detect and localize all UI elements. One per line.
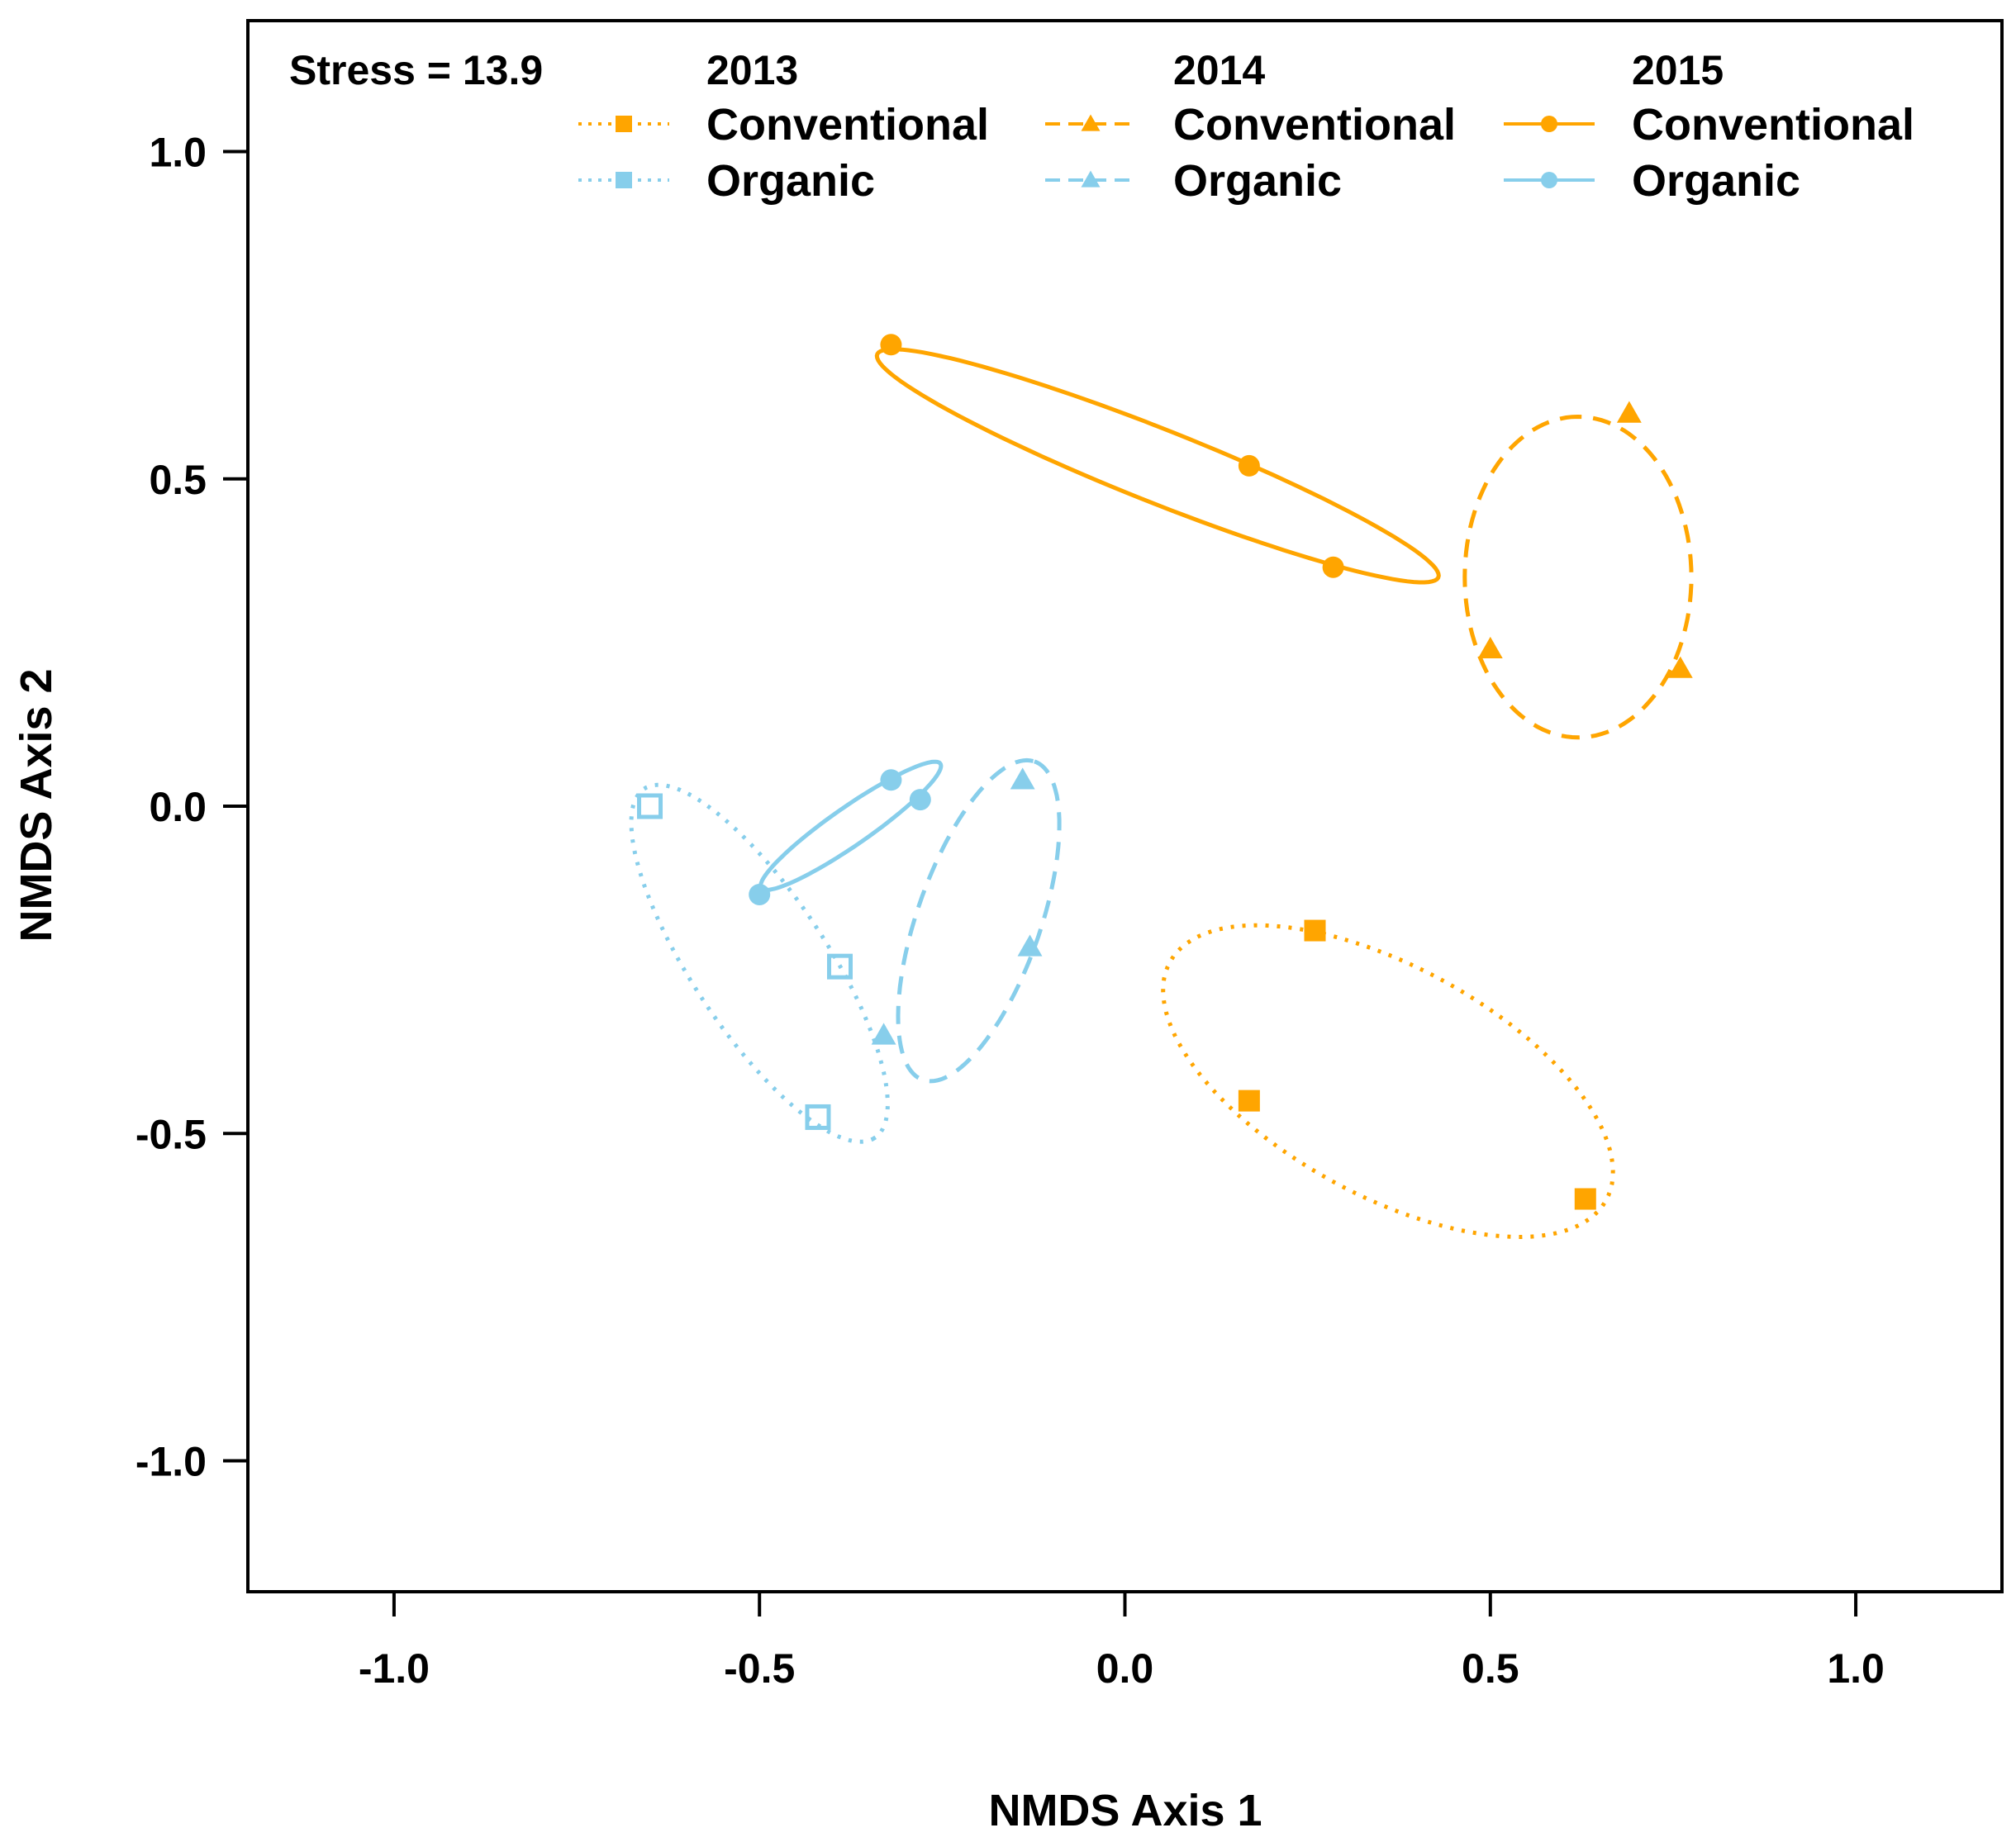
legend-marker-2014-organic [1081, 170, 1101, 188]
legend-marker-2014-conventional [1081, 114, 1101, 131]
point-2013-conventional [1574, 1188, 1596, 1210]
point-2014-conventional [1667, 656, 1693, 678]
point-2015-organic [749, 883, 771, 905]
point-2013-organic [637, 793, 663, 819]
y-tick-label: -1.0 [136, 1439, 207, 1485]
point-2014-conventional [1616, 401, 1642, 423]
x-tick-label: 1.0 [1827, 1645, 1885, 1692]
point-2014-organic [871, 1023, 896, 1045]
point-2014-organic [1017, 934, 1043, 957]
legend-year-2013: 2013 [706, 47, 798, 93]
x-tick-label: 0.5 [1462, 1645, 1519, 1692]
legend-label-2015-conventional: Conventional [1632, 100, 1914, 150]
legend-marker-2015-organic [1541, 172, 1557, 188]
point-2015-organic [909, 789, 931, 811]
legend-label-2013-organic: Organic [706, 156, 875, 206]
y-tick-label: -0.5 [136, 1111, 207, 1157]
x-tick-label: 0.0 [1096, 1645, 1154, 1692]
stress-annotation: Stress = 13.9 [289, 47, 543, 93]
point-2013-conventional [1304, 919, 1326, 942]
legend-label-2014-organic: Organic [1173, 156, 1342, 206]
legend: 2013 Conventional Organic 2014 Conventional O… [578, 47, 1914, 206]
x-tick-label: -1.0 [359, 1645, 430, 1692]
point-2014-organic [1010, 767, 1035, 790]
point-2015-conventional [1322, 556, 1344, 578]
point-2015-organic [880, 769, 902, 791]
legend-year-2015: 2015 [1632, 47, 1724, 93]
legend-marker-2013-conventional [616, 116, 632, 132]
x-axis: -1.0 -0.5 0.0 0.5 1.0 [359, 1590, 1885, 1692]
ellipse-2013-conventional [1161, 923, 1615, 1240]
y-axis: -1.0 -0.5 0.0 0.5 1.0 [136, 130, 250, 1485]
ellipse-2013-organic [629, 782, 890, 1144]
x-axis-title: NMDS Axis 1 [988, 1786, 1262, 1835]
ellipse-2014-organic [896, 757, 1062, 1084]
point-2013-conventional [1238, 1090, 1260, 1112]
ellipse-2015-organic [758, 759, 944, 892]
ellipse-2014-conventional [1462, 414, 1694, 740]
legend-marker-2015-conventional [1541, 116, 1557, 132]
point-2013-organic [805, 1104, 831, 1130]
plot-frame [246, 19, 2004, 1593]
y-axis-title: NMDS Axis 2 [12, 668, 61, 942]
legend-label-2013-conventional: Conventional [706, 100, 989, 150]
legend-year-2014: 2014 [1173, 47, 1265, 93]
ellipse-2015-conventional [874, 347, 1441, 585]
legend-marker-2013-organic [616, 172, 632, 188]
y-tick-label: 1.0 [149, 130, 207, 176]
point-2013-organic [827, 953, 853, 980]
point-2015-conventional [880, 334, 902, 356]
confidence-ellipses [629, 347, 1694, 1240]
legend-label-2014-conventional: Conventional [1173, 100, 1456, 150]
y-tick-label: 0.5 [149, 457, 207, 503]
data-points [637, 334, 1693, 1210]
point-2015-conventional [1238, 454, 1260, 477]
point-2014-conventional [1477, 636, 1503, 659]
y-tick-label: 0.0 [149, 784, 207, 830]
legend-label-2015-organic: Organic [1632, 156, 1800, 206]
x-tick-label: -0.5 [724, 1645, 795, 1692]
